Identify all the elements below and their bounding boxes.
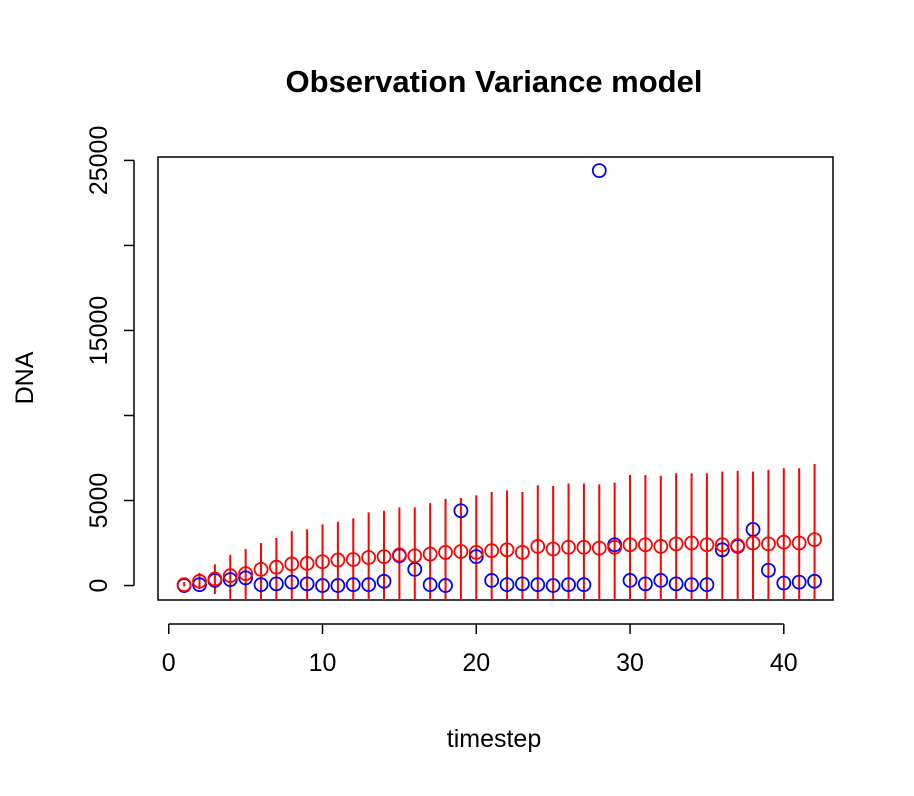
data-point — [668, 576, 684, 592]
y-axis: 0 5000 15000 25000 — [85, 126, 135, 593]
data-point — [807, 573, 822, 589]
data-point — [591, 540, 607, 556]
data-point — [576, 539, 592, 555]
data-point — [222, 572, 238, 587]
data-point — [776, 575, 792, 591]
data-point — [622, 573, 638, 588]
data-point — [376, 549, 392, 565]
data-point — [638, 576, 653, 592]
data-point — [192, 573, 207, 589]
data-point — [299, 556, 315, 571]
data-point — [684, 577, 699, 593]
data-point — [545, 578, 561, 593]
data-point — [268, 576, 284, 592]
data-point — [284, 556, 300, 572]
y-tick-label: 15000 — [85, 296, 113, 366]
data-point — [499, 542, 515, 558]
chart-title: Observation Variance model — [286, 64, 703, 99]
data-point — [484, 573, 500, 588]
data-point — [699, 577, 715, 593]
data-point — [238, 570, 254, 586]
data-point — [699, 537, 715, 553]
data-point — [453, 503, 469, 519]
data-point — [438, 578, 453, 593]
data-point — [468, 544, 484, 560]
data-point — [668, 536, 684, 552]
data-point — [268, 559, 284, 575]
data-point — [315, 578, 330, 593]
data-point — [392, 547, 407, 563]
y-tick-label: 25000 — [85, 126, 113, 196]
data-point — [807, 532, 822, 548]
data-points — [176, 163, 822, 593]
data-point — [253, 577, 269, 593]
data-point — [515, 576, 530, 592]
data-point — [484, 543, 500, 559]
data-point — [468, 549, 484, 565]
x-axis-label: timestep — [447, 725, 541, 753]
data-point — [345, 552, 361, 567]
data-point — [714, 542, 730, 558]
data-point — [745, 535, 761, 551]
data-point — [561, 539, 576, 555]
x-tick-label: 10 — [309, 649, 337, 677]
data-point — [238, 566, 254, 582]
data-point — [776, 534, 792, 550]
data-point — [438, 544, 453, 560]
data-point — [330, 552, 346, 568]
data-point — [622, 537, 638, 553]
data-point — [761, 536, 776, 552]
data-point — [422, 577, 438, 593]
x-tick-label: 40 — [770, 649, 798, 677]
data-point — [345, 577, 361, 593]
data-point — [176, 577, 192, 593]
data-point — [515, 544, 530, 560]
x-tick-label: 30 — [616, 649, 644, 677]
data-point — [761, 562, 776, 578]
data-point — [530, 539, 546, 554]
data-point — [361, 550, 377, 565]
interval-lines — [183, 463, 816, 600]
x-tick-label: 0 — [162, 649, 176, 677]
data-point — [653, 539, 669, 554]
data-point — [207, 571, 223, 587]
data-point — [653, 573, 669, 588]
data-point — [315, 554, 330, 570]
data-point — [284, 574, 300, 590]
data-point — [253, 561, 269, 577]
data-point — [453, 544, 469, 559]
data-point — [222, 568, 238, 584]
data-point — [791, 574, 807, 590]
data-point — [422, 546, 438, 562]
data-point — [684, 535, 699, 551]
data-point — [714, 537, 730, 553]
data-point — [407, 548, 423, 564]
data-point — [530, 577, 546, 593]
x-tick-label: 20 — [462, 649, 490, 677]
data-point — [545, 541, 561, 557]
data-point — [576, 577, 592, 593]
data-point — [591, 163, 607, 179]
data-point — [361, 577, 377, 593]
data-point — [638, 537, 653, 553]
data-point — [730, 538, 746, 553]
data-point — [561, 577, 576, 593]
x-axis: 0 10 20 30 40 — [162, 623, 798, 677]
y-tick-label: 0 — [85, 579, 113, 593]
data-point — [607, 539, 623, 555]
data-point — [499, 577, 515, 593]
data-point — [330, 578, 346, 593]
y-tick-label: 5000 — [85, 473, 113, 529]
y-axis-label: DNA — [11, 351, 39, 404]
data-point — [376, 573, 392, 589]
plot-area-box — [157, 156, 834, 601]
data-point — [299, 576, 315, 592]
data-point — [791, 535, 807, 551]
